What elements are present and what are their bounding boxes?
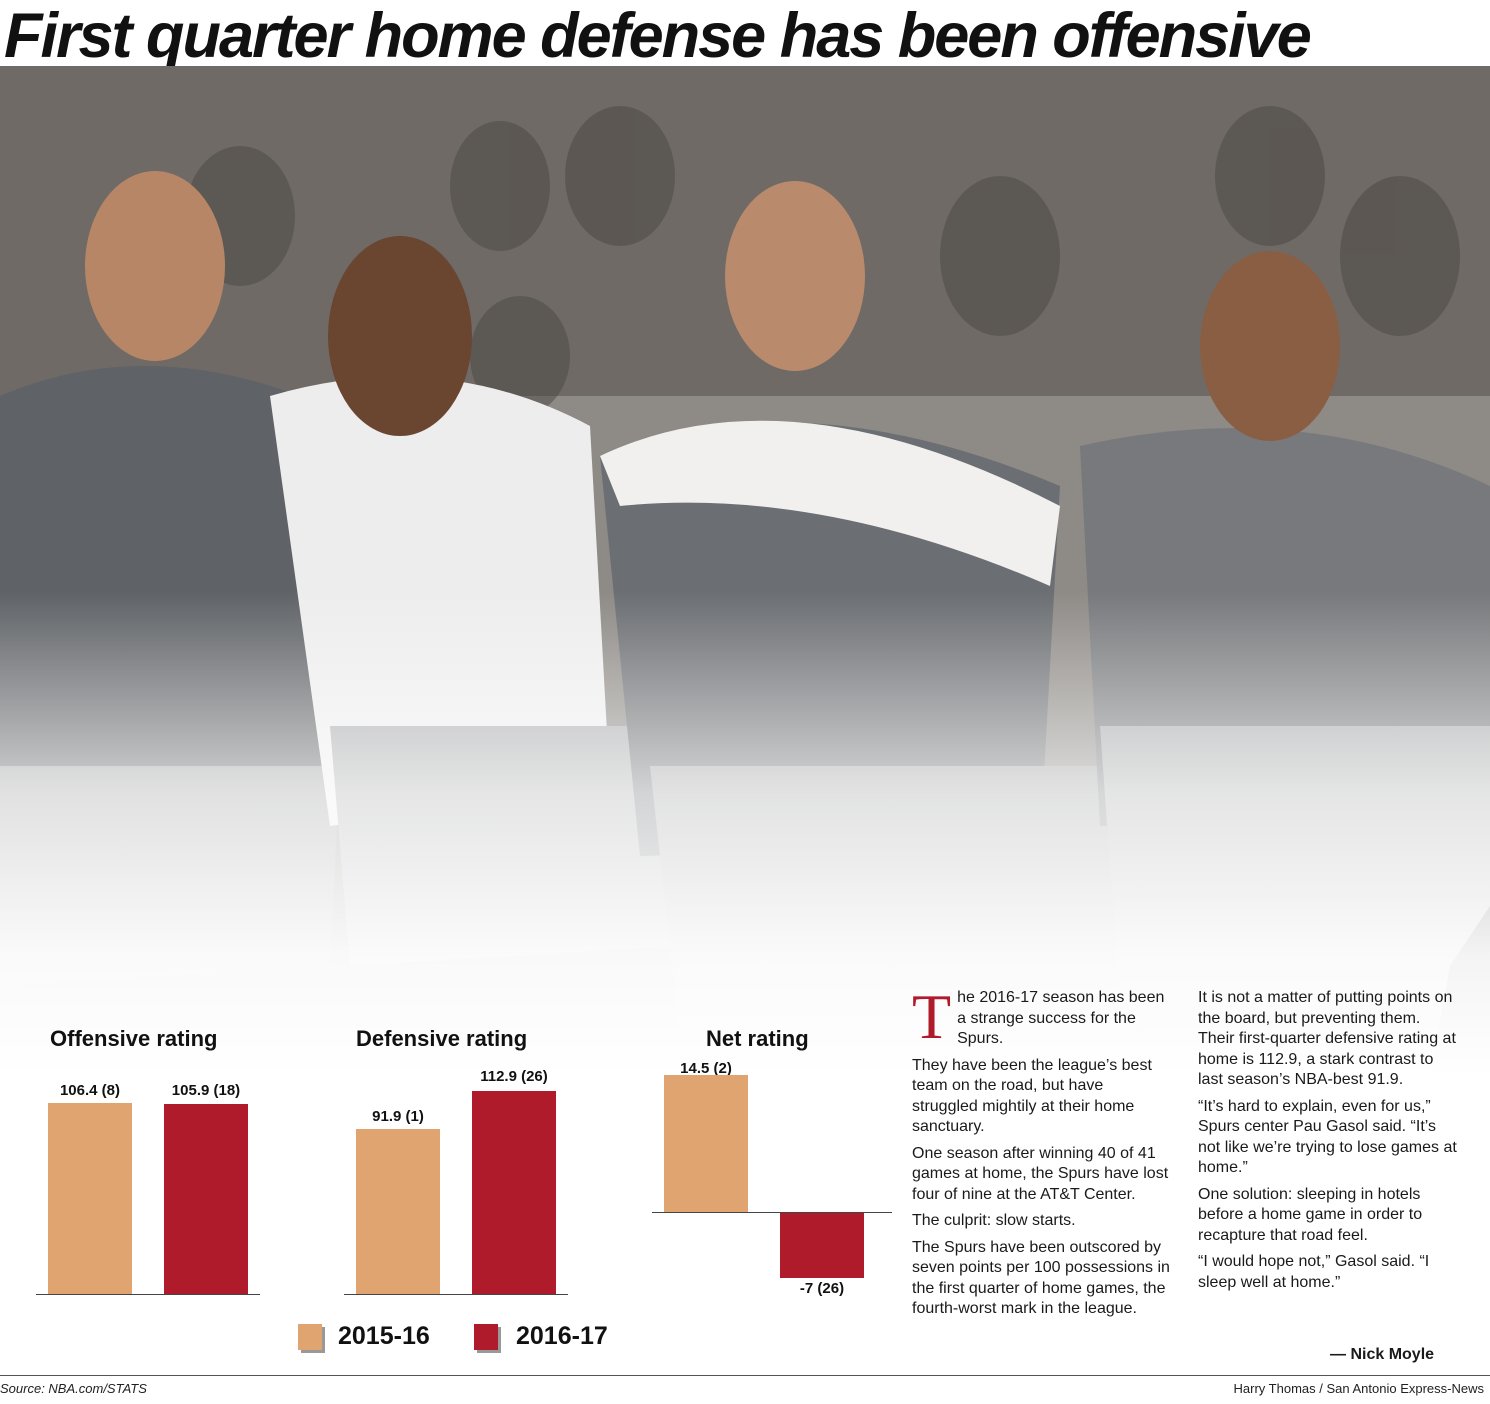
bar-label: 14.5 (2) — [680, 1060, 732, 1077]
bar — [664, 1074, 748, 1212]
zero-line — [652, 1212, 892, 1213]
chart-title-net: Net rating — [706, 1026, 809, 1051]
headline: First quarter home defense has been offe… — [4, 1, 1312, 71]
article-paragraph: The culprit: slow starts. — [912, 1212, 1076, 1229]
bar — [164, 1103, 248, 1294]
article-paragraph: They have been the league’s best team on… — [912, 1056, 1152, 1136]
article-paragraph: “I would hope not,” Gasol said. “I sleep… — [1198, 1253, 1430, 1291]
photo-fade-overlay — [0, 66, 1490, 1076]
legend-swatch-2015-16 — [298, 1324, 322, 1350]
footer-rule — [0, 1375, 1490, 1376]
article-column-2: It is not a matter of putting points on … — [1198, 988, 1460, 1299]
bar-label: -7 (26) — [799, 1280, 845, 1297]
article-paragraph: One season after winning 40 of 41 games … — [912, 1144, 1169, 1203]
legend-label: 2016-17 — [516, 1322, 608, 1350]
bar-label: 112.9 (26) — [480, 1068, 548, 1085]
source-note: Source: NBA.com/STATS — [0, 1381, 147, 1396]
article-paragraph: “It’s hard to explain, even for us,” Spu… — [1198, 1097, 1457, 1177]
chart-title-defensive: Defensive rating — [356, 1026, 528, 1051]
bar — [472, 1091, 556, 1294]
bar — [48, 1103, 132, 1294]
byline: — Nick Moyle — [1330, 1346, 1435, 1363]
article-paragraph: The Spurs have been outscored by seven p… — [912, 1238, 1170, 1318]
article-paragraph: It is not a matter of putting points on … — [1198, 989, 1456, 1088]
baseline — [344, 1294, 568, 1295]
chart-title-offensive: Offensive rating — [50, 1026, 218, 1051]
bar-label: 91.9 (1) — [372, 1108, 424, 1125]
legend-swatch-2016-17 — [474, 1324, 498, 1350]
legend-label: 2015-16 — [338, 1322, 430, 1350]
drop-cap: T — [912, 981, 952, 1052]
baseline — [36, 1294, 260, 1295]
photo-credit: Harry Thomas / San Antonio Express-News — [1233, 1381, 1484, 1396]
article-paragraph: One solution: sleeping in hotels before … — [1198, 1185, 1423, 1244]
bar — [356, 1129, 440, 1294]
bar-label: 106.4 (8) — [59, 1082, 121, 1099]
bar — [780, 1212, 864, 1279]
bar-label: 105.9 (18) — [171, 1082, 241, 1099]
